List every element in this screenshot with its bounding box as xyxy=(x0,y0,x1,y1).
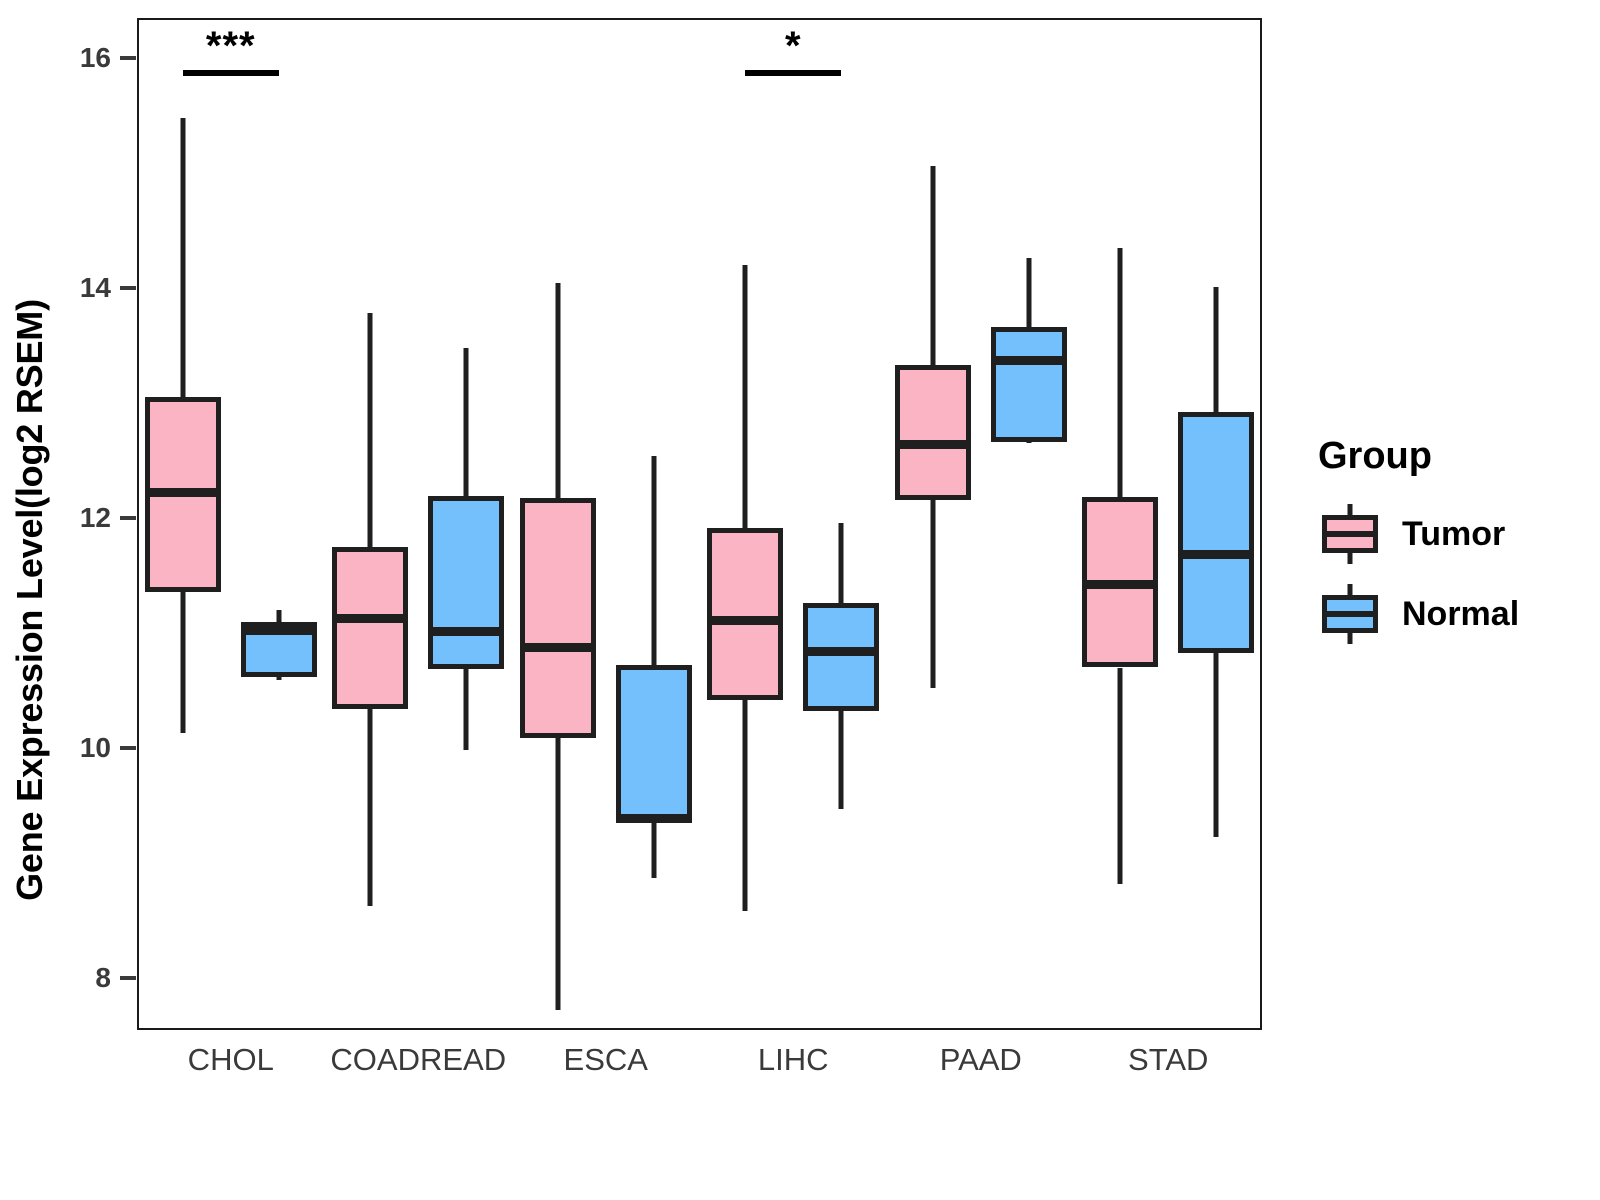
box-whisker-upper xyxy=(1026,258,1032,328)
x-axis-tick-label: PAAD xyxy=(939,1042,1022,1077)
box-whisker-lower xyxy=(930,499,936,689)
box-median-line xyxy=(1082,580,1159,590)
significance-bracket-line xyxy=(182,69,279,76)
legend-whisker-top xyxy=(1347,584,1353,596)
legend-item-label: Normal xyxy=(1402,594,1520,633)
x-axis-tick-label: COADREAD xyxy=(330,1042,507,1077)
box-plot-box xyxy=(990,327,1067,443)
legend-median-line xyxy=(1322,531,1378,537)
box-median-line xyxy=(332,613,409,623)
box-whisker-lower xyxy=(651,821,657,878)
box-median-line xyxy=(894,439,971,449)
box-plot-box xyxy=(707,528,784,700)
y-axis-tick-mark xyxy=(120,286,136,290)
box-whisker-upper xyxy=(180,117,186,398)
box-plot-box xyxy=(894,365,971,500)
y-axis-tick-mark xyxy=(120,976,136,980)
box-whisker-upper xyxy=(930,166,936,366)
box-plot-box xyxy=(332,546,409,709)
legend-whisker-top xyxy=(1347,504,1353,516)
legend-whisker-bottom xyxy=(1347,632,1353,644)
legend-title: Group xyxy=(1318,435,1432,477)
box-whisker-lower xyxy=(463,668,469,751)
legend-items: Tumor Normal xyxy=(1318,500,1588,648)
box-median-line xyxy=(519,643,596,653)
box-median-line xyxy=(803,646,880,656)
legend-key-icon xyxy=(1318,504,1382,564)
x-axis-tick-label: CHOL xyxy=(187,1042,274,1077)
box-plot-box xyxy=(803,603,880,712)
y-axis-title: Gene Expression Level(log2 RSEM) xyxy=(9,299,50,901)
box-plot-box xyxy=(428,496,505,669)
legend-item-tumor[interactable]: Tumor xyxy=(1318,500,1588,568)
y-axis-tick-label: 8 xyxy=(95,962,111,993)
box-whisker-lower xyxy=(1213,652,1219,837)
box-whisker-lower xyxy=(367,708,373,906)
box-whisker-lower xyxy=(838,711,844,809)
x-axis-tick-label: STAD xyxy=(1128,1042,1209,1077)
y-axis-tick-label: 16 xyxy=(79,42,111,73)
box-plot-box xyxy=(615,665,692,822)
y-axis-tick-label: 14 xyxy=(79,272,111,303)
box-median-line xyxy=(428,627,505,637)
legend-item-normal[interactable]: Normal xyxy=(1318,580,1588,648)
box-whisker-upper xyxy=(742,265,748,529)
box-plot-box xyxy=(519,498,596,738)
box-whisker-lower xyxy=(180,591,186,734)
box-median-line xyxy=(707,615,784,625)
box-whisker-upper xyxy=(555,283,561,499)
legend-item-label: Tumor xyxy=(1402,514,1506,553)
significance-stars: * xyxy=(784,23,802,68)
legend-key-icon xyxy=(1318,584,1382,644)
significance-bracket-line xyxy=(745,69,842,76)
box-whisker-lower xyxy=(1117,667,1123,884)
x-axis-tick-label: LIHC xyxy=(757,1042,829,1077)
legend-whisker-bottom xyxy=(1347,552,1353,564)
box-plot-box xyxy=(1178,412,1255,653)
y-axis-tick-mark xyxy=(120,516,136,520)
box-median-line xyxy=(144,488,221,498)
y-axis-tick-mark xyxy=(120,746,136,750)
box-whisker-upper xyxy=(651,455,657,666)
box-whisker-lower xyxy=(1026,442,1032,444)
box-whisker-upper xyxy=(838,522,844,604)
box-whisker-lower xyxy=(742,699,748,912)
significance-stars: *** xyxy=(205,23,256,68)
y-axis-tick-label: 12 xyxy=(79,502,111,533)
box-whisker-upper xyxy=(1213,286,1219,413)
box-median-line xyxy=(615,813,692,823)
box-whisker-lower xyxy=(555,737,561,1011)
box-whisker-lower xyxy=(276,676,282,681)
box-whisker-upper xyxy=(367,313,373,547)
box-median-line xyxy=(990,355,1067,365)
y-axis-tick-label: 10 xyxy=(79,732,111,763)
box-whisker-upper xyxy=(1117,247,1123,498)
legend-median-line xyxy=(1322,611,1378,617)
legend: Group Tumor Normal xyxy=(1318,435,1588,660)
box-median-line xyxy=(240,626,317,636)
box-whisker-upper xyxy=(276,610,282,622)
box-median-line xyxy=(1178,550,1255,560)
x-axis-tick-label: ESCA xyxy=(563,1042,648,1077)
y-axis-tick-mark xyxy=(120,56,136,60)
box-whisker-upper xyxy=(463,347,469,497)
plot-panel xyxy=(137,18,1262,1030)
